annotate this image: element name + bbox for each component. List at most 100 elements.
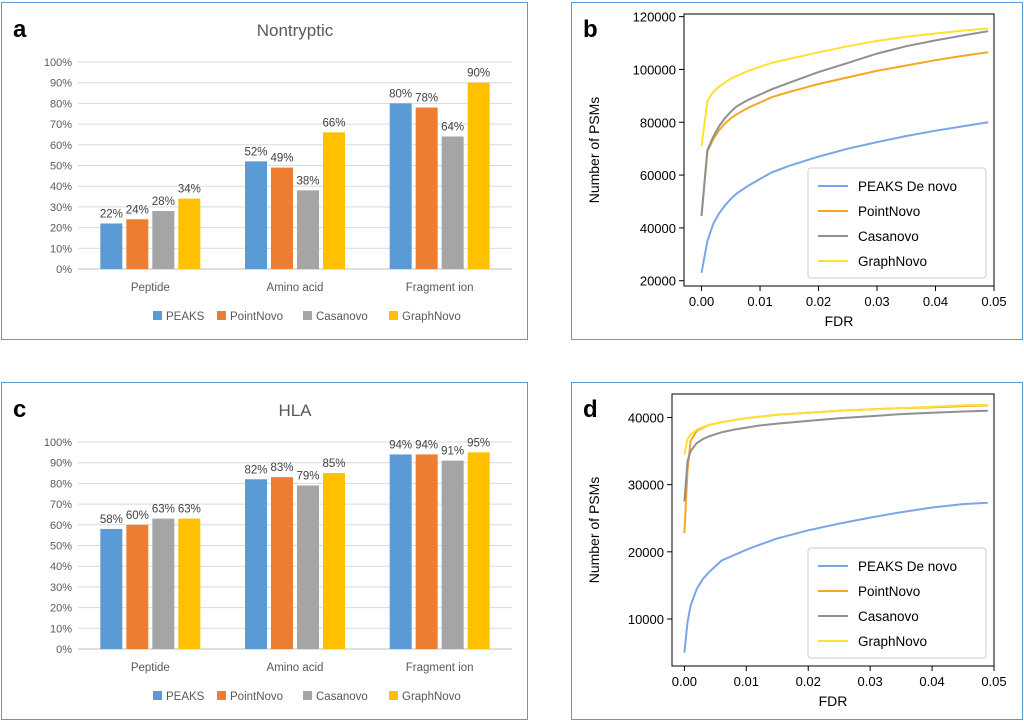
panel-letter-d: d bbox=[583, 396, 598, 423]
y-tick-label: 30% bbox=[50, 202, 72, 214]
category-label: Amino acid bbox=[267, 662, 324, 674]
bar-casanovo-peptide bbox=[152, 518, 175, 649]
y-tick-label: 50% bbox=[50, 541, 72, 553]
panel-letter-c: c bbox=[13, 396, 27, 423]
y-tick-label: 80% bbox=[50, 98, 72, 110]
legend-swatch-casanovo bbox=[303, 311, 312, 320]
data-label: 94% bbox=[415, 439, 438, 451]
legend-label-graphnovo: GraphNovo bbox=[402, 311, 461, 323]
y-tick-label: 20% bbox=[50, 223, 72, 235]
x-axis-label: FDR bbox=[819, 693, 848, 709]
y-tick-label: 90% bbox=[50, 78, 72, 90]
legend-label-casanovo: Casanovo bbox=[858, 609, 919, 624]
data-label: 95% bbox=[467, 437, 490, 449]
bar-graphnovo-amino-acid bbox=[323, 132, 345, 269]
y-tick-label: 0% bbox=[56, 264, 72, 276]
x-tick-label: 0.02 bbox=[806, 294, 831, 309]
y-tick-label: 40000 bbox=[640, 221, 676, 236]
y-tick-label: 10% bbox=[50, 243, 72, 255]
legend-swatch-graphnovo bbox=[389, 311, 398, 320]
bar-peaks-amino-acid bbox=[245, 479, 267, 649]
y-tick-label: 90% bbox=[50, 458, 72, 470]
y-tick-label: 30% bbox=[50, 582, 72, 594]
bar-chart-hla: HLA 0% 10% 20% 30% 40% 50% 60% 70% 80% 90% 100% Pept… bbox=[44, 401, 512, 703]
series-line-peaks-de-novo bbox=[700, 121, 989, 273]
y-tick-label: 40% bbox=[50, 181, 72, 193]
data-label: 24% bbox=[126, 204, 149, 216]
y-axis-label: Number of PSMs bbox=[586, 477, 602, 584]
bar-chart-nontryptic: Nontryptic 0% 10% 20% 30% 40% 50% 60% 70% 80% 90% 1… bbox=[44, 21, 512, 323]
category-label: Fragment ion bbox=[406, 282, 474, 294]
y-tick-label: 50% bbox=[50, 161, 72, 173]
x-axis-label: FDR bbox=[825, 313, 854, 329]
legend-label-graphnovo: GraphNovo bbox=[858, 254, 927, 269]
bar-pointnovo-peptide bbox=[126, 219, 149, 269]
data-label: 58% bbox=[100, 514, 123, 526]
plot-frame bbox=[671, 393, 995, 667]
data-label: 34% bbox=[178, 184, 201, 196]
data-label: 94% bbox=[389, 439, 412, 451]
bar-casanovo-amino-acid bbox=[297, 190, 319, 269]
bar-pointnovo-fragment-ion bbox=[415, 107, 438, 269]
x-tick-label: 0.00 bbox=[689, 294, 714, 309]
data-label: 60% bbox=[126, 510, 149, 522]
y-tick-label: 20000 bbox=[640, 274, 676, 289]
x-tick-label: 0.04 bbox=[919, 674, 944, 689]
panel-letter-b: b bbox=[583, 16, 598, 43]
data-label: 80% bbox=[389, 88, 412, 100]
x-tick-label: 0.05 bbox=[981, 674, 1006, 689]
bar-peaks-fragment-ion bbox=[389, 103, 412, 270]
legend-swatch-pointnovo bbox=[217, 691, 226, 700]
legend-swatch-casanovo bbox=[303, 691, 312, 700]
y-tick-label: 60000 bbox=[640, 168, 676, 183]
x-tick-label: 0.03 bbox=[864, 294, 889, 309]
x-tick-label: 0.03 bbox=[857, 674, 882, 689]
data-label: 49% bbox=[270, 153, 293, 165]
bar-graphnovo-fragment-ion bbox=[467, 452, 490, 649]
bar-peaks-fragment-ion bbox=[389, 454, 412, 649]
category-label: Fragment ion bbox=[406, 662, 474, 674]
bar-pointnovo-amino-acid bbox=[271, 477, 293, 649]
y-tick-label: 10000 bbox=[628, 612, 664, 627]
category-label: Peptide bbox=[131, 662, 170, 674]
legend-swatch-peaks bbox=[153, 311, 162, 320]
y-axis-label: Number of PSMs bbox=[586, 97, 602, 204]
bar-pointnovo-fragment-ion bbox=[415, 454, 438, 649]
legend-label-casanovo: Casanovo bbox=[316, 311, 368, 323]
legend-label-graphnovo: GraphNovo bbox=[402, 691, 461, 703]
y-tick-label: 30000 bbox=[628, 478, 664, 493]
line-chart-hla-psms: 0.00 0.01 0.02 0.03 0.04 0.05 10000 20000 30000 4… bbox=[586, 393, 1007, 709]
data-label: 90% bbox=[467, 68, 490, 80]
series-line-peaks-de-novo bbox=[683, 501, 988, 653]
x-tick-label: 0.02 bbox=[796, 674, 821, 689]
legend-label-peaks: PEAKS bbox=[166, 311, 205, 323]
y-tick-label: 20000 bbox=[628, 545, 664, 560]
panel-d: d 0.00 0.01 0.02 0.03 0.04 0.05 10000 20000 3000… bbox=[571, 382, 1023, 720]
bar-graphnovo-fragment-ion bbox=[467, 82, 490, 269]
legend-label-pointnovo: PointNovo bbox=[858, 204, 920, 219]
legend-label-casanovo: Casanovo bbox=[858, 229, 919, 244]
bar-casanovo-fragment-ion bbox=[441, 136, 464, 269]
y-tick-label: 100% bbox=[44, 57, 72, 69]
series-line-casanovo bbox=[700, 30, 989, 217]
series-line-pointnovo bbox=[700, 51, 989, 217]
data-label: 22% bbox=[100, 208, 123, 220]
legend-label-peaks-de-novo: PEAKS De novo bbox=[858, 179, 957, 194]
y-tick-label: 70% bbox=[50, 499, 72, 511]
category-label: Peptide bbox=[131, 282, 170, 294]
legend-label-casanovo: Casanovo bbox=[316, 691, 368, 703]
data-label: 78% bbox=[415, 93, 438, 105]
bar-casanovo-fragment-ion bbox=[441, 460, 464, 649]
chart-title: HLA bbox=[278, 401, 312, 420]
plot-frame bbox=[683, 13, 995, 287]
y-tick-label: 60% bbox=[50, 520, 72, 532]
series-line-graphnovo bbox=[683, 403, 988, 455]
legend-label-pointnovo: PointNovo bbox=[230, 311, 283, 323]
bar-pointnovo-peptide bbox=[126, 524, 149, 649]
legend-box bbox=[807, 167, 987, 279]
legend-label-peaks: PEAKS bbox=[166, 691, 205, 703]
bar-graphnovo-peptide bbox=[178, 518, 201, 649]
data-label: 63% bbox=[152, 504, 175, 516]
data-label: 28% bbox=[152, 196, 175, 208]
y-tick-label: 40% bbox=[50, 561, 72, 573]
